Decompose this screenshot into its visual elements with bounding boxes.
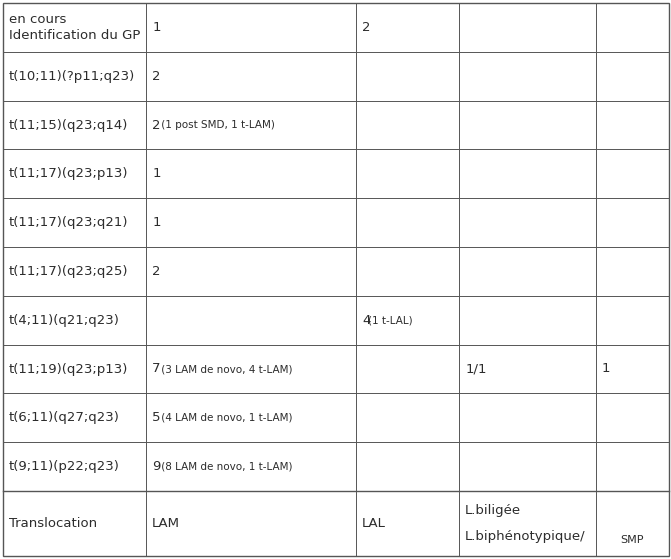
Text: L.biligée: L.biligée [465,504,521,517]
Text: Translocation: Translocation [9,517,97,530]
Text: SMP: SMP [621,535,644,545]
Text: 1/1: 1/1 [465,362,486,376]
Text: t(11;17)(q23;q21): t(11;17)(q23;q21) [9,216,129,229]
Text: t(11;19)(q23;p13): t(11;19)(q23;p13) [9,362,128,376]
Text: 2: 2 [362,21,370,34]
Text: Identification du GP: Identification du GP [9,29,140,42]
Text: 1: 1 [152,21,160,34]
Text: 7: 7 [152,362,160,376]
Text: t(11;15)(q23;q14): t(11;15)(q23;q14) [9,119,128,131]
Text: (4 LAM de novo, 1 t-LAM): (4 LAM de novo, 1 t-LAM) [158,413,293,423]
Text: t(11;17)(q23;q25): t(11;17)(q23;q25) [9,265,129,278]
Text: t(9;11)(p22;q23): t(9;11)(p22;q23) [9,460,120,473]
Text: (1 post SMD, 1 t-LAM): (1 post SMD, 1 t-LAM) [158,120,274,130]
Text: 9: 9 [152,460,160,473]
Text: 1: 1 [602,362,610,376]
Text: t(11;17)(q23;p13): t(11;17)(q23;p13) [9,167,129,181]
Text: 2: 2 [152,265,160,278]
Text: 2: 2 [152,119,160,131]
Text: t(10;11)(?p11;q23): t(10;11)(?p11;q23) [9,70,136,83]
Text: (8 LAM de novo, 1 t-LAM): (8 LAM de novo, 1 t-LAM) [158,462,293,472]
Text: (1 t-LAL): (1 t-LAL) [368,315,412,325]
Text: 1: 1 [152,167,160,181]
Text: LAL: LAL [362,517,386,530]
Text: 5: 5 [152,411,160,424]
Text: (3 LAM de novo, 4 t-LAM): (3 LAM de novo, 4 t-LAM) [158,364,293,374]
Text: 2: 2 [152,70,160,83]
Text: 4: 4 [362,314,370,326]
Text: LAM: LAM [152,517,180,530]
Text: t(4;11)(q21;q23): t(4;11)(q21;q23) [9,314,120,326]
Text: en cours: en cours [9,13,66,26]
Text: 1: 1 [152,216,160,229]
Text: L.biphénotypique/: L.biphénotypique/ [465,530,586,543]
Text: t(6;11)(q27;q23): t(6;11)(q27;q23) [9,411,120,424]
